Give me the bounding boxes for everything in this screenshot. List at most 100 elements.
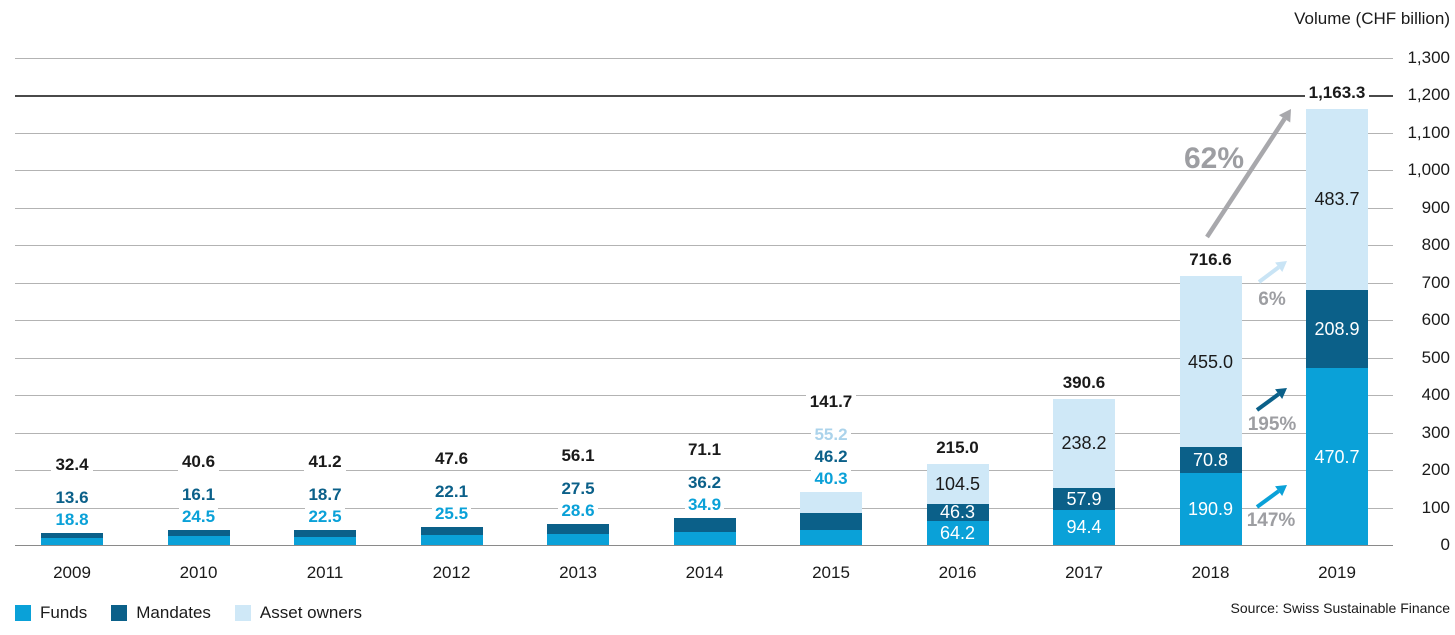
- gridline: [15, 245, 1393, 246]
- gridline: [15, 57, 1393, 59]
- bar-segment-asset-owners: [1053, 398, 1115, 488]
- gridline: [15, 282, 1393, 284]
- legend-item-asset-owners: Asset owners: [234, 603, 362, 623]
- gridline: [15, 132, 1393, 134]
- x-axis-year-label: 2011: [306, 563, 344, 582]
- value-label-funds: 24.5: [139, 506, 259, 526]
- value-label-mandates: 208.9: [1314, 319, 1360, 340]
- bar-segment-mandates: [420, 527, 483, 536]
- gridline: [15, 320, 1393, 321]
- bar-segment-funds: [1179, 473, 1242, 545]
- value-label-asset-owners: 55.2: [771, 424, 891, 444]
- x-axis-year-label: 2019: [1318, 563, 1356, 582]
- bar-segment-mandates: [294, 529, 356, 537]
- bar-segment-funds: [673, 531, 736, 545]
- value-label-mandates: 57.9: [1066, 488, 1102, 509]
- bar-segment-mandates: [547, 523, 609, 535]
- bar-segment-asset-owners: [926, 464, 989, 504]
- total-label: 32.4: [12, 454, 132, 474]
- bar-segment-funds: [294, 536, 356, 545]
- x-axis-year-label: 2018: [1191, 563, 1230, 582]
- asset-owners-swatch-icon: [234, 605, 251, 621]
- bar-segment-mandates: [167, 529, 230, 536]
- gridline: [15, 207, 1393, 209]
- bar-segment-funds: [1306, 368, 1368, 545]
- asset-owners-growth-arrow-icon: [1257, 261, 1287, 284]
- value-label-funds: 470.7: [1314, 446, 1360, 467]
- value-label-mandates: 70.8: [1192, 450, 1229, 471]
- y-axis-tick-label: 1,300: [1407, 47, 1450, 67]
- bar-segment-mandates: [673, 518, 736, 532]
- x-axis-year-label: 2009: [53, 563, 91, 582]
- bar-segment-mandates: [926, 503, 989, 521]
- total-growth-percent-label: 62%: [1183, 142, 1245, 175]
- legend-item-funds: Funds: [15, 603, 87, 623]
- x-axis-year-label: 2010: [179, 563, 218, 582]
- bar-segment-funds: [926, 520, 989, 545]
- asset-owners-growth-percent-label: 6%: [1258, 289, 1286, 310]
- bar-segment-mandates: [1053, 487, 1115, 510]
- value-label-funds: 28.6: [518, 500, 638, 520]
- y-axis-tick-label: 1,000: [1407, 160, 1450, 179]
- value-label-funds: 34.9: [645, 495, 765, 515]
- bar-segment-asset-owners: [800, 491, 862, 513]
- value-label-funds: 25.5: [392, 504, 512, 524]
- x-axis-year-label: 2014: [685, 563, 724, 582]
- value-label-funds: 190.9: [1187, 499, 1234, 520]
- mandates-swatch-icon: [111, 605, 128, 621]
- legend-label-funds: Funds: [40, 603, 88, 622]
- total-label: 1,163.3: [1277, 82, 1397, 102]
- x-axis-year-label: 2015: [812, 563, 850, 582]
- legend-label-asset-owners: Asset owners: [259, 603, 362, 622]
- y-axis-tick-label: 200: [1421, 460, 1450, 479]
- total-label: 215.0: [898, 438, 1018, 458]
- funds-growth-arrow-icon: [1255, 485, 1287, 509]
- legend-label-mandates: Mandates: [136, 603, 211, 622]
- bar-segment-funds: [167, 535, 230, 545]
- bar-segment-asset-owners: [1179, 276, 1242, 447]
- bar-segment-asset-owners: [1306, 108, 1368, 291]
- funds-growth-percent-label: 147%: [1246, 510, 1296, 531]
- y-axis-tick-label: 100: [1421, 497, 1450, 517]
- y-axis-tick-label: 0: [1440, 535, 1450, 554]
- mandates-growth-percent-label: 195%: [1247, 414, 1297, 435]
- value-label-funds: 18.8: [12, 509, 132, 529]
- total-label: 40.6: [139, 451, 259, 471]
- value-label-funds: 40.3: [771, 468, 891, 488]
- value-label-mandates: 13.6: [12, 487, 132, 507]
- total-label: 56.1: [518, 445, 638, 465]
- value-label-mandates: 22.1: [392, 482, 512, 502]
- value-label-mandates: 18.7: [265, 484, 385, 504]
- bar-segment-mandates: [1306, 290, 1368, 369]
- y-axis-tick-label: 1,200: [1407, 85, 1450, 104]
- legend-item-mandates: Mandates: [111, 603, 211, 623]
- y-axis-tick-label: 600: [1421, 310, 1450, 329]
- total-growth-arrow-icon: [1205, 109, 1291, 239]
- value-label-mandates: 36.2: [645, 473, 765, 493]
- source-note: Source: Swiss Sustainable Finance: [1230, 600, 1450, 616]
- total-label: 716.6: [1151, 250, 1271, 270]
- total-label: 71.1: [645, 440, 765, 460]
- funds-swatch-icon: [15, 605, 31, 621]
- value-label-mandates: 16.1: [139, 484, 259, 504]
- y-axis-tick-label: 700: [1421, 272, 1450, 292]
- gridline: [15, 545, 1393, 546]
- gridline: [15, 170, 1393, 171]
- y-axis-tick-label: 400: [1421, 385, 1450, 404]
- x-axis-year-label: 2012: [432, 563, 471, 582]
- total-label: 47.6: [392, 449, 512, 469]
- y-axis-tick-label: 1,100: [1407, 122, 1450, 142]
- gridline: [15, 95, 1393, 97]
- value-label-funds: 94.4: [1066, 517, 1102, 538]
- value-label-asset-owners: 238.2: [1061, 433, 1107, 454]
- total-label: 141.7: [771, 391, 891, 411]
- value-label-mandates: 27.5: [518, 478, 638, 498]
- value-label-funds: 22.5: [265, 506, 385, 526]
- bar-segment-mandates: [1179, 446, 1242, 474]
- value-label-funds: 64.2: [939, 522, 976, 543]
- gridline: [15, 395, 1393, 396]
- bar-segment-funds: [800, 529, 862, 545]
- legend: Funds Mandates Asset owners: [15, 603, 362, 623]
- x-axis-year-label: 2013: [559, 563, 597, 582]
